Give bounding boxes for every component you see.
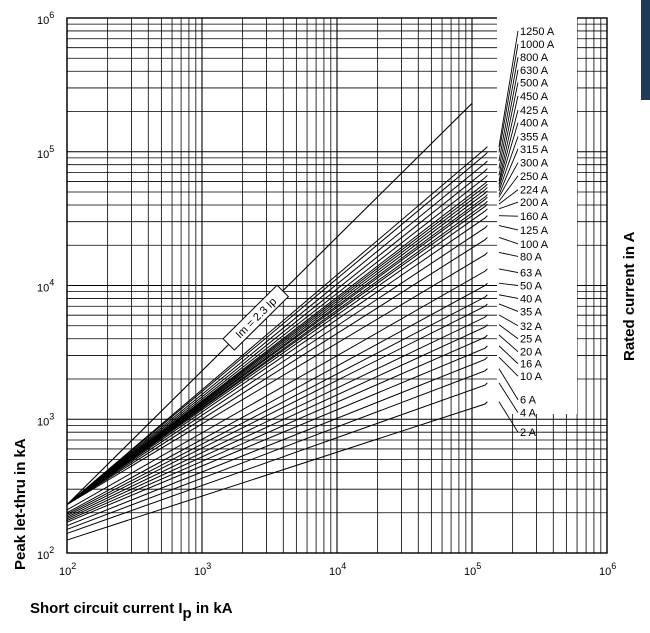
series-label: 100 A (520, 239, 549, 251)
curve-line (67, 226, 487, 505)
y-tick-exponent: 2 (49, 545, 54, 555)
series-label: 450 A (520, 91, 549, 103)
y-axis-title: Peak let-thru in kA (12, 438, 29, 570)
series-label: 25 A (520, 334, 543, 346)
curve-line (67, 209, 487, 505)
series-label: 80 A (520, 251, 543, 263)
series-label: 200 A (520, 197, 549, 209)
curve-line (67, 283, 487, 513)
y-tick-base: 10 (37, 416, 49, 428)
y-tick-label: 105 (37, 144, 54, 161)
x-tick-base: 10 (59, 566, 71, 578)
curve-line (67, 191, 487, 505)
x-tick-exponent: 3 (206, 561, 211, 571)
corner-tab (641, 0, 650, 100)
y-tick-base: 10 (37, 550, 49, 562)
curve-line (67, 161, 487, 505)
series-label: 50 A (520, 281, 543, 293)
curve-line (67, 216, 487, 505)
series-label: 35 A (520, 306, 543, 318)
series-label: 160 A (520, 211, 549, 223)
y-tick-label: 102 (37, 545, 54, 562)
series-label: 400 A (520, 118, 549, 130)
series-label: 125 A (520, 225, 549, 237)
y-tick-base: 10 (37, 15, 49, 27)
series-label: 6 A (520, 395, 537, 407)
x-axis-title-suffix: in kA (192, 600, 233, 617)
series-label: 20 A (520, 347, 543, 359)
series-label: 4 A (520, 408, 537, 420)
series-label: 315 A (520, 144, 549, 156)
right-axis-title: Rated current in A (621, 231, 638, 361)
y-tick-exponent: 4 (49, 278, 54, 288)
series-label: 224 A (520, 185, 549, 197)
series-label: 63 A (520, 268, 543, 280)
x-tick-label: 103 (194, 561, 211, 578)
x-tick-exponent: 2 (71, 561, 76, 571)
series-label: 425 A (520, 105, 549, 117)
curve-line (67, 335, 487, 520)
x-tick-base: 10 (329, 566, 341, 578)
x-tick-exponent: 4 (341, 561, 346, 571)
x-axis-title-main: Short circuit current I (30, 600, 183, 617)
series-label: 800 A (520, 52, 549, 64)
series-label: 32 A (520, 321, 543, 333)
y-tick-label: 106 (37, 10, 54, 27)
annotation-box: Im = 2.3 Ip (223, 285, 288, 350)
x-tick-label: 104 (329, 561, 346, 578)
series-label: 2 A (520, 427, 537, 439)
y-tick-base: 10 (37, 149, 49, 161)
x-tick-label: 105 (464, 561, 481, 578)
series-label: 355 A (520, 132, 549, 144)
series-label: 250 A (520, 171, 549, 183)
series-label: 1250 A (520, 26, 555, 38)
x-tick-exponent: 5 (476, 561, 481, 571)
curve-line (67, 346, 487, 522)
y-tick-label: 104 (37, 278, 54, 295)
x-axis-title: Short circuit current Ip in kA (30, 600, 233, 622)
series-curves (67, 103, 487, 540)
series-label: 300 A (520, 158, 549, 170)
y-tick-exponent: 6 (49, 10, 54, 20)
annotation-text: Im = 2.3 Ip (234, 296, 280, 341)
series-label: 40 A (520, 293, 543, 305)
series-label: 1000 A (520, 39, 555, 51)
y-tick-base: 10 (37, 283, 49, 295)
x-tick-label: 102 (59, 561, 76, 578)
annotation-group: Im = 2.3 Ip (223, 285, 288, 350)
curve-line (67, 304, 487, 516)
x-tick-label: 106 (599, 561, 616, 578)
y-tick-label: 103 (37, 411, 54, 428)
series-label: 10 A (520, 371, 543, 383)
x-tick-base: 10 (599, 566, 611, 578)
x-axis-title-subscript: p (183, 605, 192, 622)
series-label: 500 A (520, 77, 549, 89)
y-tick-exponent: 5 (49, 144, 54, 154)
series-label: 16 A (520, 359, 543, 371)
x-tick-base: 10 (194, 566, 206, 578)
curve-line (67, 175, 487, 504)
y-tick-exponent: 3 (49, 411, 54, 421)
curve-line (67, 237, 487, 504)
curve-line (67, 295, 487, 514)
series-label: 630 A (520, 65, 549, 77)
x-tick-base: 10 (464, 566, 476, 578)
x-tick-exponent: 6 (611, 561, 616, 571)
